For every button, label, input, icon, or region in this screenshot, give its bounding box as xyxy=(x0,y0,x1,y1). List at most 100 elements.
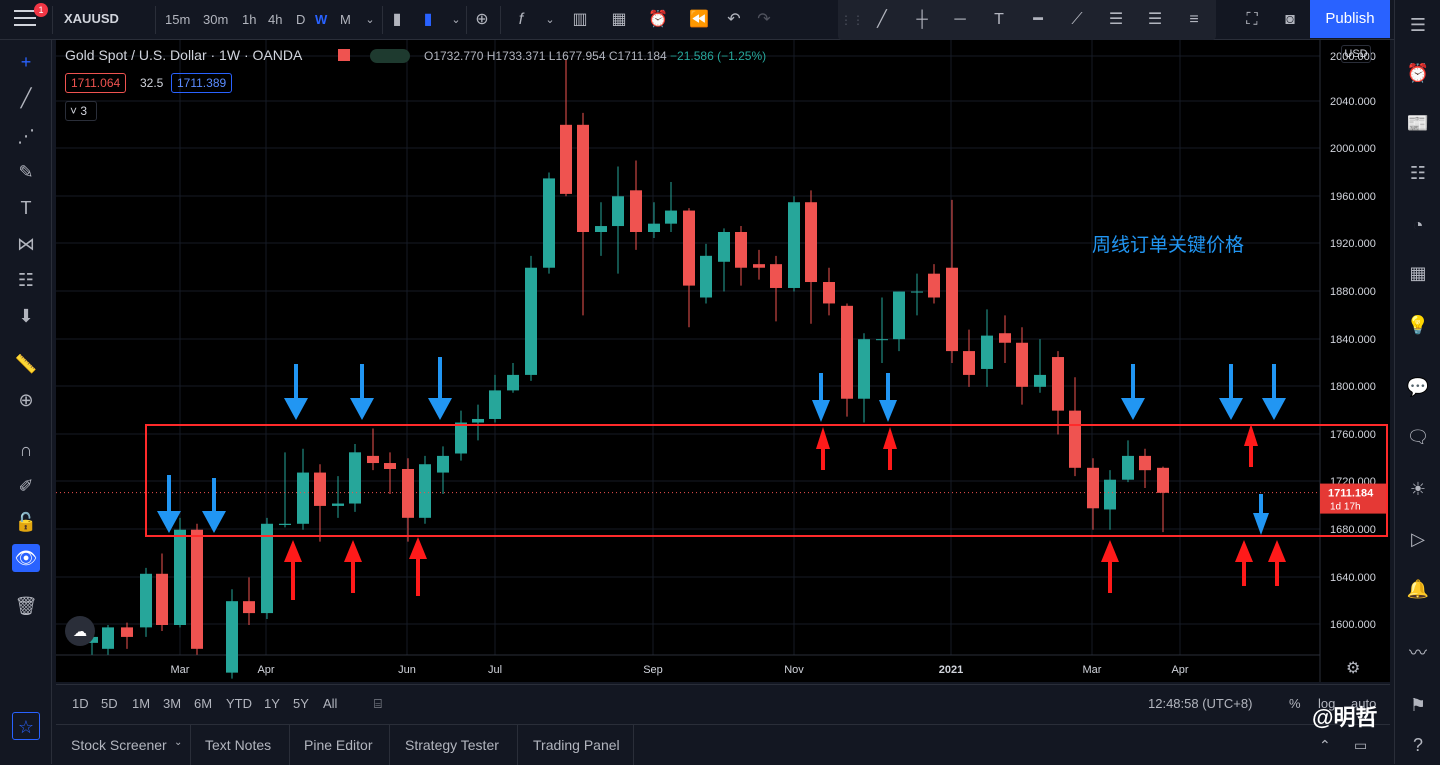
fib-tool-icon[interactable]: ⋰ xyxy=(17,126,35,146)
replay-icon[interactable]: ⏪ xyxy=(689,11,709,28)
text-tool-icon[interactable]: T xyxy=(994,11,1004,28)
streams-icon[interactable]: ☀ xyxy=(1409,479,1427,499)
range-1m[interactable]: 1M xyxy=(132,696,151,711)
magnet-icon[interactable]: ∩ xyxy=(19,440,33,460)
chevron-up-icon[interactable]: ⌃ xyxy=(1319,737,1331,753)
trend-line-icon[interactable]: ╱ xyxy=(20,88,32,108)
tab-strategy-tester[interactable]: Strategy Tester xyxy=(405,737,499,753)
chevron-down-icon[interactable]: ⌄ xyxy=(451,14,461,26)
ruler-icon[interactable]: 📏 xyxy=(14,354,38,374)
menu-icon[interactable] xyxy=(14,10,36,30)
financials-icon[interactable]: ▥ xyxy=(572,11,588,28)
redo-icon[interactable]: ↷ xyxy=(757,11,771,28)
fullscreen-icon[interactable]: ⛶ xyxy=(1246,11,1258,28)
indicator-collapse-toggle[interactable]: ˅ 3 xyxy=(65,101,97,121)
publish-button[interactable]: Publish xyxy=(1310,0,1390,38)
horizontal-line-icon[interactable]: ━ xyxy=(1033,11,1043,28)
calendar-icon[interactable]: ▦ xyxy=(1409,263,1427,283)
candles-icon[interactable]: ▮ xyxy=(392,11,402,28)
arrow-down-icon[interactable]: ⬇ xyxy=(18,306,34,326)
hide-drawings-icon[interactable]: 👁 xyxy=(12,544,40,572)
range-1y[interactable]: 1Y xyxy=(264,696,280,711)
clock[interactable]: 12:48:58 (UTC+8) xyxy=(1148,696,1253,711)
timeframe-1h[interactable]: 1h xyxy=(242,12,257,27)
symbol-legend[interactable]: Gold Spot / U.S. Dollar · 1W · OANDA xyxy=(65,47,303,63)
trend-wave-icon[interactable]: 〰 xyxy=(1409,643,1427,663)
chevron-down-icon[interactable]: ⌄ xyxy=(174,737,183,748)
pattern-icon[interactable]: ⋈ xyxy=(17,234,35,254)
chevron-down-icon[interactable]: ⌄ xyxy=(545,14,555,26)
sell-price[interactable]: 1711.064 xyxy=(65,73,127,93)
settings-gear-icon[interactable]: ⚙ xyxy=(1346,660,1361,677)
chat-icon[interactable]: 💬 xyxy=(1406,377,1430,397)
timeframe-w[interactable]: W xyxy=(315,12,328,27)
date-range-icon[interactable]: ⌸ xyxy=(374,696,382,711)
tab-stock-screener[interactable]: Stock Screener xyxy=(71,737,167,753)
timeframe-15m[interactable]: 15m xyxy=(165,12,191,27)
notifications-bell-icon[interactable]: 🔔 xyxy=(1406,579,1430,599)
chart-pane[interactable] xyxy=(56,40,1390,682)
indicators-icon[interactable]: f xyxy=(518,11,524,28)
cloud-logo-icon[interactable]: ☁ xyxy=(65,616,95,646)
dom-icon[interactable]: ⚑ xyxy=(1409,695,1427,715)
templates-icon[interactable]: ▦ xyxy=(611,11,627,28)
timeframe-4h[interactable]: 4h xyxy=(268,12,283,27)
trash-icon[interactable]: 🗑 xyxy=(14,596,38,616)
news-icon[interactable]: 📰 xyxy=(1406,113,1430,133)
help-icon[interactable]: ? xyxy=(1412,735,1423,755)
drag-handle-icon[interactable]: ⋮⋮ xyxy=(840,13,864,27)
alert-icon[interactable]: ⏰ xyxy=(648,11,668,28)
data-window-icon[interactable]: ☷ xyxy=(1409,163,1427,183)
currency-badge[interactable]: USD xyxy=(1341,45,1371,63)
alarm-clock-icon[interactable]: ⏰ xyxy=(1406,63,1430,83)
lock-icon[interactable]: 🔓 xyxy=(14,512,38,532)
range-1d[interactable]: 1D xyxy=(72,696,89,711)
text-icon[interactable]: T xyxy=(20,198,32,218)
tab-trading-panel[interactable]: Trading Panel xyxy=(533,737,620,753)
auto-toggle[interactable]: auto xyxy=(1351,696,1377,711)
brush-icon[interactable]: ✎ xyxy=(18,162,34,182)
range-5d[interactable]: 5D xyxy=(101,696,118,711)
candle-body xyxy=(121,627,133,637)
range-5y[interactable]: 5Y xyxy=(293,696,309,711)
symbol-search[interactable]: XAUUSD xyxy=(64,11,119,26)
zoom-in-icon[interactable]: ⊕ xyxy=(18,390,34,410)
camera-icon[interactable]: ◙ xyxy=(1285,11,1295,28)
range-all[interactable]: All xyxy=(323,696,338,711)
timeframe-30m[interactable]: 30m xyxy=(203,12,229,27)
bars-type-icon[interactable]: ▮ xyxy=(423,11,433,28)
compare-icon[interactable]: ⊕ xyxy=(475,11,489,28)
maximize-panel-icon[interactable]: ▭ xyxy=(1354,737,1368,753)
fib-icon[interactable]: ☰ xyxy=(1108,11,1124,28)
favorites-star-icon[interactable]: ☆ xyxy=(12,712,40,740)
hotlist-icon[interactable]: ◔ xyxy=(1412,215,1424,235)
path-icon[interactable]: ⟋ xyxy=(1071,11,1083,28)
tab-text-notes[interactable]: Text Notes xyxy=(205,737,272,753)
buy-price[interactable]: 1711.389 xyxy=(171,73,233,93)
timeframe-d[interactable]: D xyxy=(296,12,306,27)
watchlist-icon[interactable]: ☰ xyxy=(1409,15,1427,35)
range-ytd[interactable]: YTD xyxy=(226,696,252,711)
tab-pine-editor[interactable]: Pine Editor xyxy=(304,737,373,753)
crosshair-icon[interactable]: + xyxy=(20,52,32,72)
range-6m[interactable]: 6M xyxy=(194,696,213,711)
chevron-down-icon[interactable]: ⌄ xyxy=(365,14,375,26)
timeframe-m[interactable]: M xyxy=(340,12,351,27)
percent-toggle[interactable]: % xyxy=(1289,696,1301,711)
pitchfork-icon[interactable]: ≡ xyxy=(1189,11,1199,28)
vertical-line-icon[interactable]: ┼ xyxy=(916,11,928,28)
play-icon[interactable]: ▷ xyxy=(1411,529,1425,549)
undo-icon[interactable]: ↶ xyxy=(727,11,741,28)
trend-line-icon[interactable]: ╱ xyxy=(877,11,887,28)
range-3m[interactable]: 3M xyxy=(163,696,182,711)
chart-annotation[interactable]: 周线订单关键价格 xyxy=(1092,235,1245,256)
horizontal-ray-icon[interactable]: ─ xyxy=(954,11,966,28)
prediction-icon[interactable]: ☷ xyxy=(17,270,35,290)
ideas-icon[interactable]: 💡 xyxy=(1406,315,1430,335)
arrow-up-icon xyxy=(344,540,362,593)
lock-pencil-icon[interactable]: ✐ xyxy=(18,476,34,496)
comments-icon[interactable]: 🗨 xyxy=(1406,427,1430,447)
fib-channel-icon[interactable]: ☰ xyxy=(1147,11,1163,28)
log-toggle[interactable]: log xyxy=(1318,696,1336,711)
